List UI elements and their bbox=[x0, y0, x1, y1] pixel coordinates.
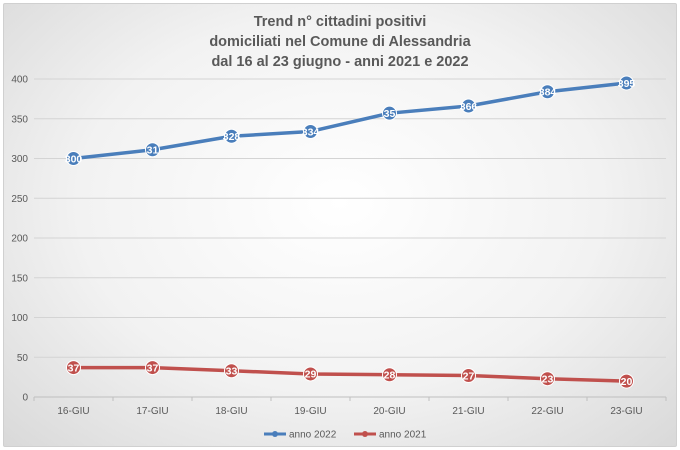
data-point-0-7 bbox=[619, 75, 634, 91]
chart-title: Trend n° cittadini positivi domiciliati … bbox=[4, 12, 676, 72]
data-point-1-7 bbox=[619, 373, 634, 389]
data-point-1-2 bbox=[224, 363, 239, 379]
x-tick-label-17-giu: 17-GIU bbox=[136, 406, 168, 417]
data-point-0-4 bbox=[382, 105, 397, 121]
data-label-0-7: 395 bbox=[618, 78, 636, 90]
data-point-0-3 bbox=[303, 123, 318, 139]
x-tick-label-18-giu: 18-GIU bbox=[215, 406, 247, 417]
data-label-0-6: 384 bbox=[539, 87, 557, 99]
data-point-0-5 bbox=[461, 98, 476, 114]
x-tick-label-22-giu: 22-GIU bbox=[531, 406, 563, 417]
data-label-0-4: 35 bbox=[384, 108, 396, 120]
data-label-1-7: 20 bbox=[621, 376, 633, 388]
data-label-1-2: 33 bbox=[226, 366, 238, 378]
data-label-0-5: 366 bbox=[460, 101, 478, 113]
data-label-1-6: 23 bbox=[542, 374, 554, 386]
data-label-0-3: 334 bbox=[302, 126, 320, 138]
data-point-0-1 bbox=[145, 142, 160, 158]
chart-title-line-2: domiciliati nel Comune di Alessandria bbox=[209, 34, 471, 50]
data-point-0-2 bbox=[224, 128, 239, 144]
legend-swatch-marker-1 bbox=[362, 431, 368, 437]
y-tick-label-0: 0 bbox=[22, 393, 28, 404]
legend-label-0: anno 2022 bbox=[289, 430, 337, 441]
data-point-0-6 bbox=[540, 84, 555, 100]
data-point-1-1 bbox=[145, 360, 160, 376]
line-chart: 0 50 100 150 200 250 300 350 400 16-GIU 17-GIU 18-G… bbox=[11, 75, 667, 441]
y-tick-label-300: 300 bbox=[11, 154, 28, 165]
y-tick-label-150: 150 bbox=[11, 273, 28, 284]
data-point-1-5 bbox=[461, 368, 476, 384]
y-tick-label-400: 400 bbox=[11, 75, 28, 86]
series-line-0 bbox=[71, 81, 629, 161]
x-tick-label-16-giu: 16-GIU bbox=[57, 406, 89, 417]
data-point-1-4 bbox=[382, 367, 397, 383]
data-label-0-1: 31 bbox=[147, 145, 159, 157]
legend-swatch-marker-0 bbox=[272, 431, 278, 437]
y-tick-label-100: 100 bbox=[11, 313, 28, 324]
x-tick-label-21-giu: 21-GIU bbox=[452, 406, 484, 417]
data-label-0-0: 300 bbox=[65, 153, 83, 165]
data-point-1-0 bbox=[66, 360, 81, 376]
data-label-1-4: 28 bbox=[384, 370, 396, 382]
y-tick-label-50: 50 bbox=[17, 353, 29, 364]
chart-title-line-1: Trend n° cittadini positivi bbox=[253, 14, 427, 30]
chart-frame: Trend n° cittadini positivi domiciliati … bbox=[3, 3, 677, 447]
data-point-1-3 bbox=[303, 366, 318, 382]
data-label-1-5: 27 bbox=[463, 370, 475, 382]
y-tick-label-200: 200 bbox=[11, 234, 28, 245]
data-label-1-1: 37 bbox=[147, 362, 159, 374]
y-tick-label-350: 350 bbox=[11, 114, 28, 125]
x-tick-label-23-giu: 23-GIU bbox=[610, 406, 642, 417]
data-label-1-3: 29 bbox=[305, 369, 317, 381]
legend-label-1: anno 2021 bbox=[379, 430, 427, 441]
data-point-0-0 bbox=[66, 151, 81, 166]
data-point-1-6 bbox=[540, 371, 555, 387]
data-label-0-2: 328 bbox=[223, 131, 241, 143]
data-label-1-0: 37 bbox=[68, 362, 80, 374]
chart-title-line-3: dal 16 al 23 giugno - anni 2021 e 2022 bbox=[211, 54, 469, 70]
x-tick-label-19-giu: 19-GIU bbox=[294, 406, 326, 417]
y-tick-label-250: 250 bbox=[11, 194, 28, 205]
x-tick-label-20-giu: 20-GIU bbox=[373, 406, 405, 417]
series-line-1 bbox=[71, 365, 629, 383]
